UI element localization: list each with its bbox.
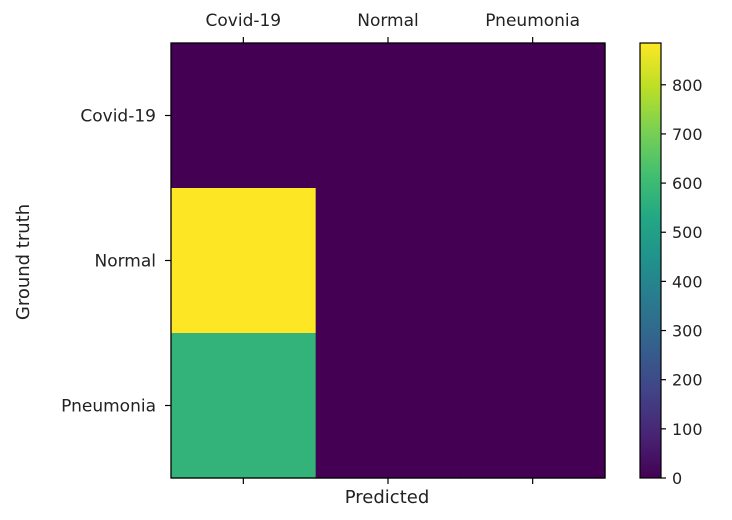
- colorbar-tick-label: 100: [672, 420, 703, 439]
- y-tick-label: Normal: [94, 252, 156, 272]
- heatmap-cell: [460, 43, 606, 189]
- x-tick-label: Covid-19: [206, 11, 282, 31]
- colorbar-gradient: [639, 42, 662, 479]
- heatmap-cell: [171, 333, 317, 479]
- colorbar-tick-label: 600: [672, 174, 703, 193]
- x-tick-label: Pneumonia: [485, 11, 580, 31]
- y-tick-label: Covid-19: [80, 107, 156, 127]
- colorbar-tick-label: 0: [672, 469, 682, 488]
- colorbar-tick-label: 300: [672, 322, 703, 341]
- colorbar-tick-label: 400: [672, 272, 703, 291]
- heatmap-cell: [315, 43, 461, 189]
- colorbar-tick-label: 200: [672, 371, 703, 390]
- heatmap-cell: [315, 333, 461, 479]
- colorbar: 0 100 200 300 400 500 600 700 800: [639, 42, 703, 488]
- colorbar-tick-label: 700: [672, 125, 703, 144]
- x-tick-label: Normal: [357, 11, 419, 31]
- colorbar-tick-label: 800: [672, 76, 703, 95]
- heatmap-cell: [315, 188, 461, 334]
- heatmap-cells: [171, 43, 606, 479]
- heatmap-axes: Covid-19 Normal Pneumonia Covid-19 Normal Pne…: [61, 11, 606, 484]
- heatmap-cell: [460, 333, 606, 479]
- heatmap-cell: [171, 43, 317, 189]
- y-tick-label: Pneumonia: [61, 397, 156, 417]
- x-axis-label: Predicted: [345, 487, 430, 508]
- heatmap-cell: [460, 188, 606, 334]
- colorbar-tick-label: 500: [672, 223, 703, 242]
- heatmap-cell: [171, 188, 317, 334]
- y-axis-label: Ground truth: [13, 204, 34, 320]
